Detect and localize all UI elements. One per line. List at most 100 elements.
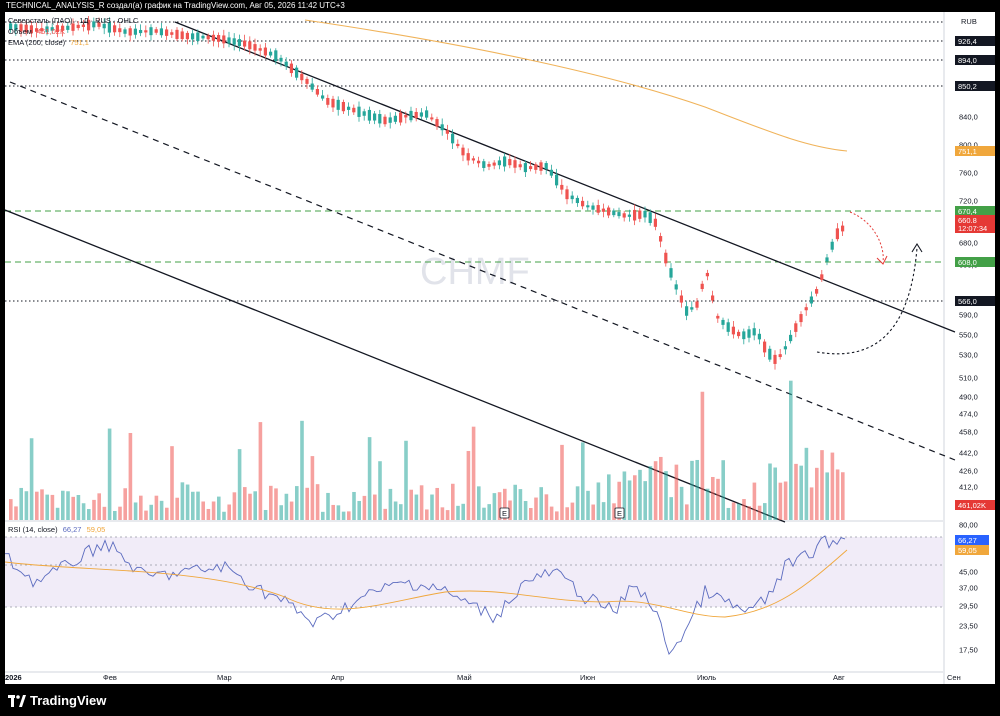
candle xyxy=(263,47,267,56)
volume-bar xyxy=(118,506,122,520)
candle xyxy=(804,307,808,311)
volume-bar xyxy=(596,482,601,520)
candle xyxy=(378,114,382,124)
candle xyxy=(300,73,304,81)
volume-bar xyxy=(123,488,127,520)
volume-bar xyxy=(170,446,174,520)
candle xyxy=(149,27,153,36)
volume-bar xyxy=(482,507,486,520)
volume-bar xyxy=(742,499,746,520)
candle xyxy=(523,163,527,173)
candle xyxy=(586,205,590,208)
volume-bar xyxy=(664,471,668,520)
candle xyxy=(575,197,579,204)
candle xyxy=(9,23,13,30)
volume-bar xyxy=(393,501,398,520)
volume-bar xyxy=(768,463,772,520)
candle xyxy=(534,164,538,170)
candle xyxy=(596,205,600,213)
candle xyxy=(102,23,106,29)
candle xyxy=(321,95,325,99)
volume-bar xyxy=(414,494,419,520)
volume-bar xyxy=(529,507,533,520)
candle xyxy=(570,195,574,200)
volume-bar xyxy=(503,488,507,520)
candle xyxy=(825,257,829,262)
volume-bar xyxy=(601,502,606,520)
candle xyxy=(211,34,215,41)
currency-label: RUB xyxy=(961,17,977,26)
volume-bar xyxy=(180,482,185,520)
volume-bar xyxy=(357,500,361,520)
rsi-legend[interactable]: RSI (14, close) 66,27 59,05 xyxy=(8,525,108,534)
volume-bar xyxy=(232,492,237,520)
candle xyxy=(679,295,683,303)
candle xyxy=(217,35,221,42)
tradingview-logo[interactable]: TradingView xyxy=(8,693,106,708)
volume-bar xyxy=(560,444,564,520)
candle xyxy=(24,24,28,33)
volume-bar xyxy=(341,511,346,520)
volume-bar xyxy=(471,426,476,520)
chart-area[interactable]: CHMFEE840,0800,0760,0720,0680,0650,0630,… xyxy=(5,12,995,684)
volume-bar xyxy=(518,489,523,520)
candle xyxy=(674,284,678,290)
volume-bar xyxy=(9,499,13,520)
volume-bar xyxy=(50,494,55,520)
price-badge-label: 608,0 xyxy=(958,258,977,267)
volume-bar xyxy=(679,486,684,520)
volume-bar xyxy=(201,501,205,520)
volume-bar xyxy=(586,490,590,520)
candle xyxy=(154,29,158,33)
volume-bar xyxy=(492,493,497,520)
volume-bar xyxy=(102,506,107,520)
price-badge-label: 566,0 xyxy=(958,297,977,306)
rsi-badge-label: 59,05 xyxy=(958,546,977,555)
ema-legend[interactable]: EMA (200, close) 751,1 xyxy=(8,38,92,47)
volume-bar xyxy=(820,450,824,520)
price-tick: 412,0 xyxy=(959,483,978,492)
volume-bar xyxy=(778,482,783,520)
volume-bar xyxy=(539,487,543,520)
candle xyxy=(76,24,80,29)
volume-bar xyxy=(40,489,44,520)
price-badge xyxy=(955,500,995,510)
rsi-tick: 17,50 xyxy=(959,646,978,655)
symbol-legend[interactable]: Северсталь (ПАО) · 1Д · RUS · OHLC xyxy=(8,16,141,25)
chart-canvas[interactable]: CHMFEE840,0800,0760,0720,0680,0650,0630,… xyxy=(5,12,995,684)
time-axis-label: Фев xyxy=(103,673,117,682)
volume-bar xyxy=(29,438,34,520)
symbol-watermark: CHMF xyxy=(420,251,530,293)
candle xyxy=(107,22,111,33)
rsi-tick: 37,00 xyxy=(959,584,978,593)
volume-bar xyxy=(295,486,299,520)
candle xyxy=(248,41,252,50)
candle xyxy=(705,272,709,277)
price-badge xyxy=(955,296,995,306)
volume-bar xyxy=(196,491,200,520)
price-tick: 530,0 xyxy=(959,351,978,360)
volume-bar xyxy=(331,504,335,520)
volume-legend[interactable]: Объем 461,02K xyxy=(8,27,68,36)
price-tick: 680,0 xyxy=(959,239,978,248)
volume-bar xyxy=(581,442,585,520)
volume-bar xyxy=(534,497,538,520)
ema-value: 751,1 xyxy=(70,38,89,47)
candle xyxy=(404,114,408,118)
price-tick: 510,0 xyxy=(959,374,978,383)
volume-bar xyxy=(575,486,580,520)
candle xyxy=(336,99,340,110)
volume-bar xyxy=(487,504,491,520)
rsi-label: RSI (14, close) xyxy=(8,525,58,534)
time-axis-label: Авг xyxy=(833,673,845,682)
volume-bar xyxy=(352,491,356,520)
candle xyxy=(742,331,746,340)
candle xyxy=(180,31,184,40)
volume-bar xyxy=(425,509,429,520)
volume-bar xyxy=(451,483,455,520)
price-tick: 490,0 xyxy=(959,393,978,402)
price-tick: 442,0 xyxy=(959,449,978,458)
volume-bar xyxy=(799,465,803,520)
projection-arrowhead-down xyxy=(876,255,888,265)
candle xyxy=(196,32,200,41)
